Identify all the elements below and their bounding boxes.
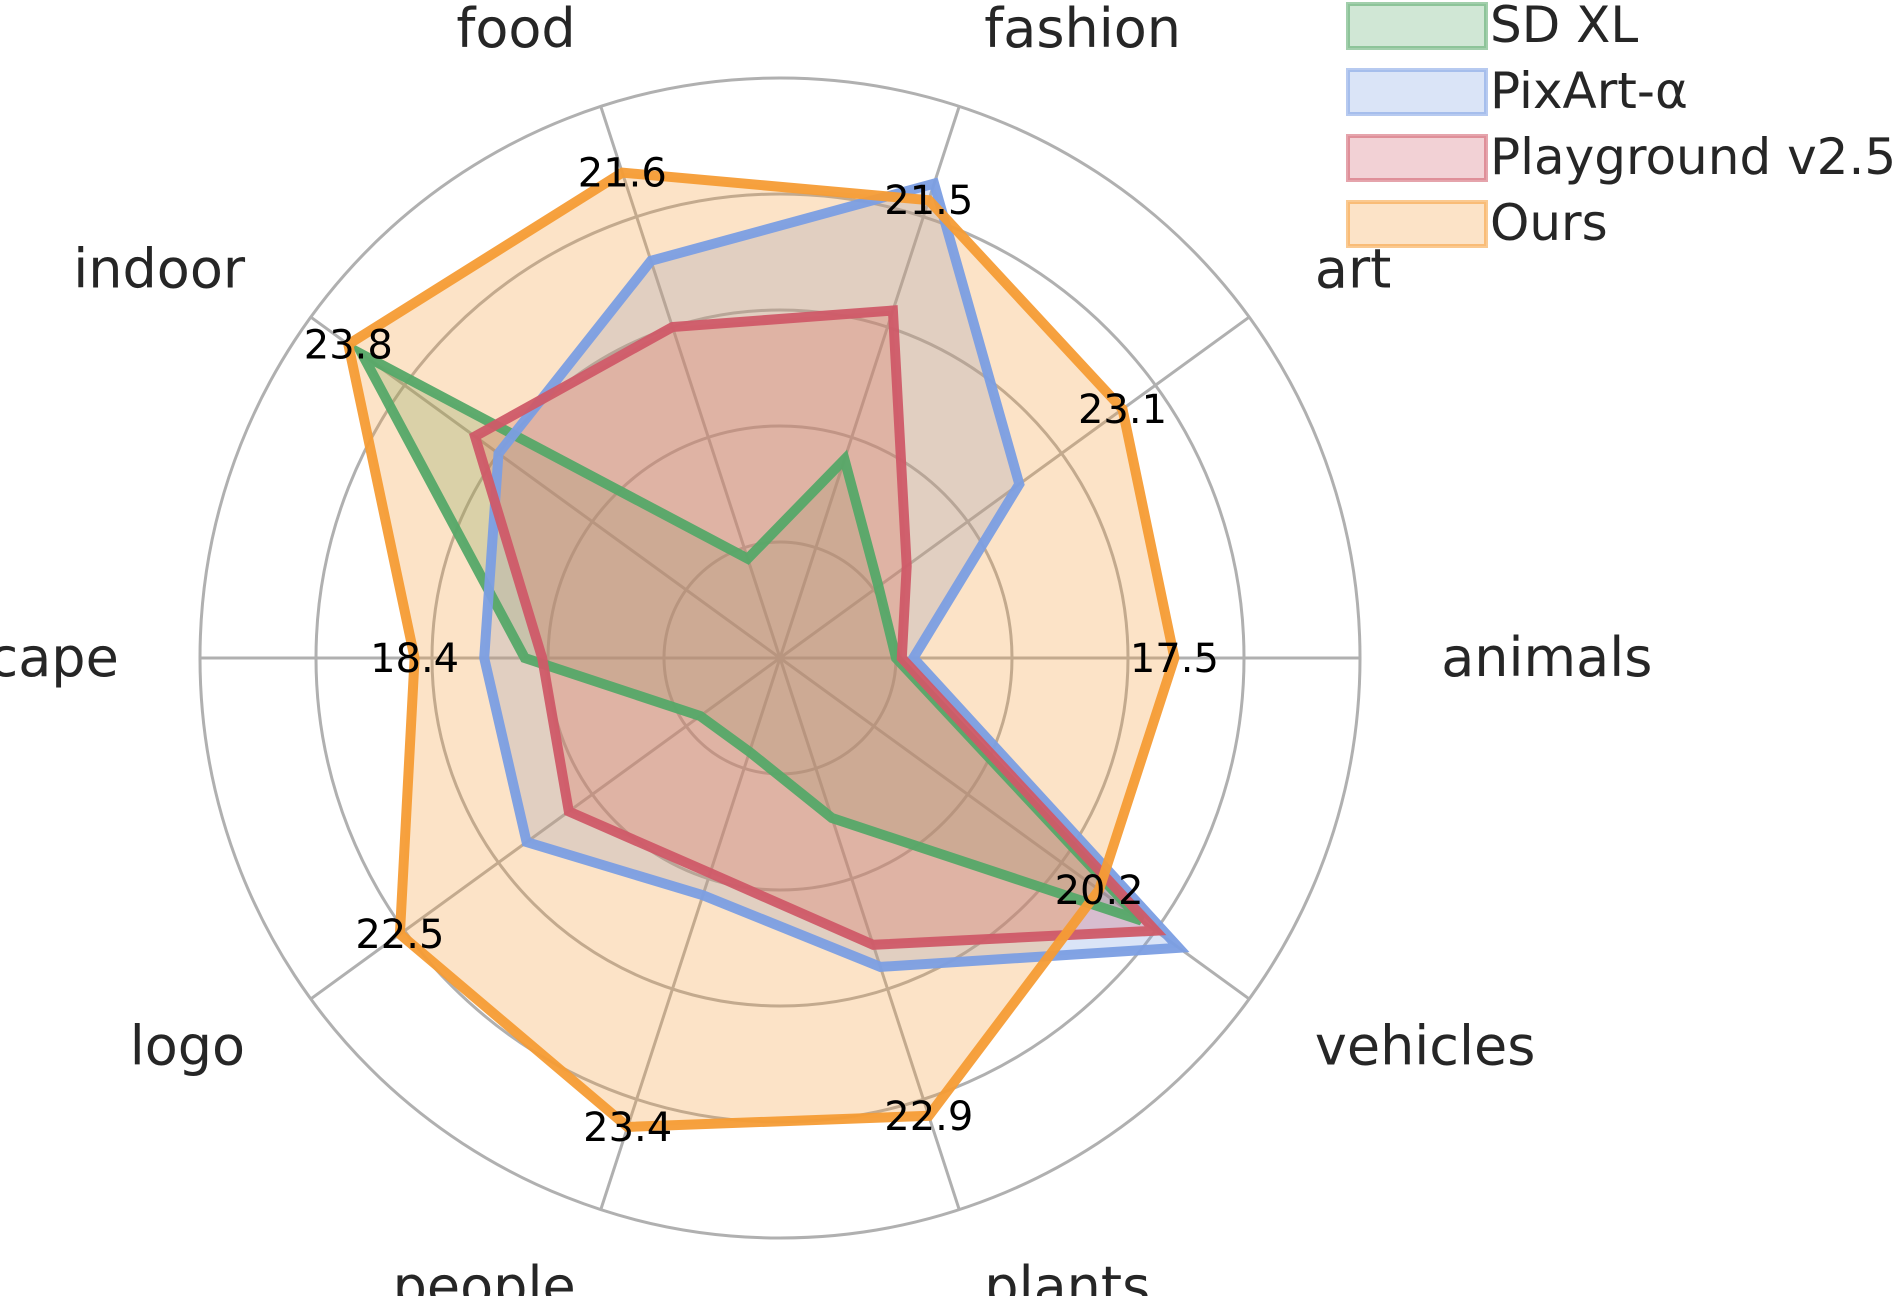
legend-label-4: Ours — [1490, 194, 1608, 252]
value-label-art: 23.1 — [1078, 387, 1167, 433]
radar-series — [342, 167, 1190, 1132]
legend-label-1: SD XL — [1490, 0, 1638, 54]
series-fill-3 — [475, 310, 1156, 945]
legend-label-3: Playground v2.5 — [1490, 128, 1896, 186]
value-label-logo: 22.5 — [355, 912, 444, 958]
axis-label-people: people — [393, 1255, 576, 1296]
value-label-food: 21.6 — [578, 151, 667, 197]
axis-label-landscape: landscape — [0, 626, 119, 689]
axis-label-logo: logo — [130, 1015, 245, 1078]
spoke-food — [599, 105, 782, 659]
value-label-vehicles: 20.2 — [1055, 868, 1144, 914]
series-fill-4 — [348, 172, 1175, 1127]
legend-swatch-2 — [1346, 68, 1488, 116]
value-label-landscape: 18.4 — [370, 636, 459, 682]
axis-label-plants: plants — [984, 1255, 1150, 1296]
legend-label-2: PixArt-α — [1490, 62, 1688, 120]
value-label-people: 23.4 — [583, 1105, 672, 1151]
series-fill-1 — [362, 354, 1142, 921]
legend-swatch-3 — [1346, 134, 1488, 182]
legend-swatch-4 — [1346, 200, 1488, 248]
series-line-2 — [479, 177, 1190, 972]
value-labels: 17.5 23.1 21.5 21.6 23.8 18.4 22.5 23.4 22.9 20.2 — [304, 151, 1219, 1151]
value-label-indoor: 23.8 — [304, 322, 393, 368]
axis-label-vehicles: vehicles — [1315, 1015, 1535, 1078]
axis-label-food: food — [456, 0, 575, 60]
series-line-1 — [350, 342, 1145, 926]
axis-label-indoor: indoor — [73, 237, 246, 300]
legend-swatch-1 — [1346, 2, 1488, 50]
series-line-3 — [469, 305, 1167, 950]
axis-label-fashion: fashion — [984, 0, 1181, 60]
value-label-fashion: 21.5 — [884, 178, 973, 224]
legend: SD XL PixArt-α Playground v2.5 Ours — [1346, 0, 1896, 252]
value-label-plants: 22.9 — [884, 1094, 973, 1140]
axis-label-animals: animals — [1441, 626, 1652, 689]
series-line-4 — [342, 167, 1180, 1132]
value-label-animals: 17.5 — [1130, 636, 1219, 682]
